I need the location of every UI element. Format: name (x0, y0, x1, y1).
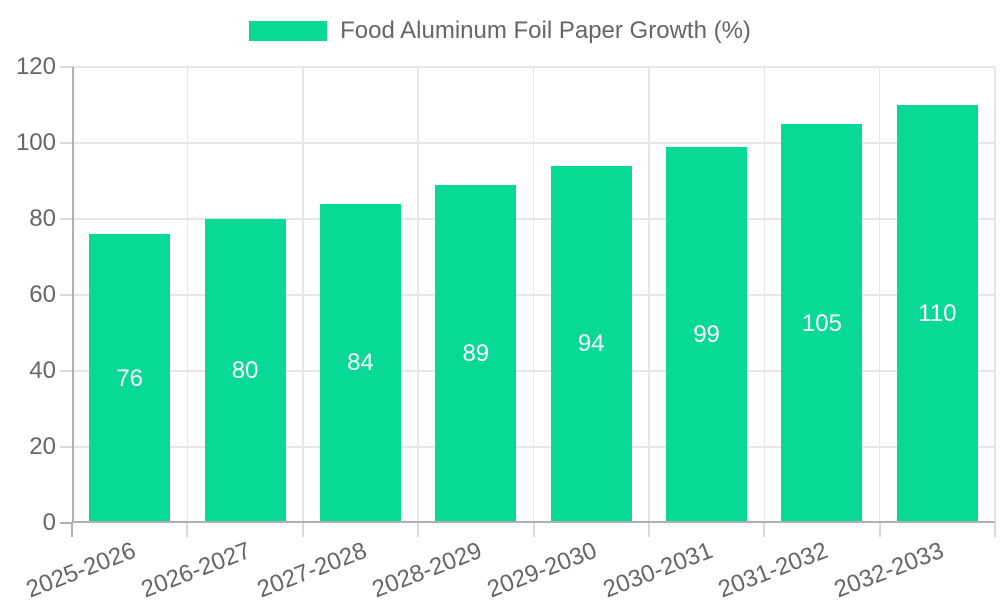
x-axis-tick (647, 523, 650, 537)
x-gridline (648, 67, 650, 523)
bar[interactable] (781, 124, 863, 523)
x-gridline (763, 67, 765, 523)
x-axis-tick (878, 523, 881, 537)
legend: Food Aluminum Foil Paper Growth (%) (0, 17, 1000, 45)
y-tick-label: 60 (29, 281, 56, 308)
bar-value-label: 76 (116, 364, 144, 392)
bar-value-label: 99 (693, 320, 720, 348)
y-axis-tick (60, 522, 72, 524)
x-tick-label: 2026-2027 (137, 537, 255, 600)
y-axis-tick (60, 142, 72, 144)
y-tick-label: 40 (29, 357, 56, 384)
x-tick-label: 2031-2032 (714, 537, 832, 600)
y-tick-label: 0 (42, 509, 56, 536)
bar-value-label: 84 (347, 349, 374, 377)
bar[interactable] (204, 219, 286, 523)
bar[interactable] (666, 146, 748, 523)
x-tick-label: 2025-2026 (22, 537, 140, 600)
bar[interactable] (550, 165, 632, 523)
y-axis-tick (60, 294, 72, 296)
legend-swatch-icon (249, 21, 328, 41)
x-axis-tick (532, 523, 535, 537)
x-axis-tick (71, 523, 73, 537)
x-tick-label: 2030-2031 (599, 537, 717, 600)
legend-label: Food Aluminum Foil Paper Growth (%) (340, 17, 751, 44)
y-axis-tick (60, 446, 72, 448)
bar[interactable] (896, 105, 978, 523)
x-tick-label: 2032-2033 (830, 537, 947, 600)
x-axis-tick (417, 523, 420, 537)
y-tick-label: 20 (29, 433, 56, 460)
bar[interactable] (319, 203, 401, 523)
x-gridline (186, 67, 189, 523)
y-axis-tick (60, 218, 72, 220)
bar-value-label: 80 (231, 357, 259, 384)
bar-value-label: 94 (577, 330, 605, 358)
x-tick-label: 2029-2030 (484, 537, 601, 600)
x-gridline (302, 67, 304, 523)
y-tick-label: 100 (15, 129, 56, 156)
x-gridline (994, 67, 996, 523)
bar[interactable] (89, 234, 171, 523)
x-tick-label: 2027-2028 (253, 537, 371, 600)
y-tick-label: 80 (29, 205, 56, 232)
y-axis-tick (60, 370, 72, 372)
y-axis-tick (60, 66, 72, 68)
y-tick-label: 120 (15, 53, 56, 80)
x-axis-tick (994, 523, 996, 537)
bar-value-label: 89 (462, 339, 490, 367)
x-gridline (532, 67, 535, 523)
x-tick-label: 2028-2029 (368, 537, 486, 600)
bar[interactable] (435, 184, 517, 523)
bar-value-label: 110 (918, 300, 957, 327)
x-gridline (417, 67, 419, 523)
legend-item[interactable]: Food Aluminum Foil Paper Growth (%) (249, 17, 751, 45)
x-axis-tick (186, 523, 189, 537)
x-axis-tick (763, 523, 766, 537)
x-axis-tick (301, 523, 304, 537)
bar-value-label: 105 (801, 309, 842, 337)
x-gridline (878, 67, 881, 523)
